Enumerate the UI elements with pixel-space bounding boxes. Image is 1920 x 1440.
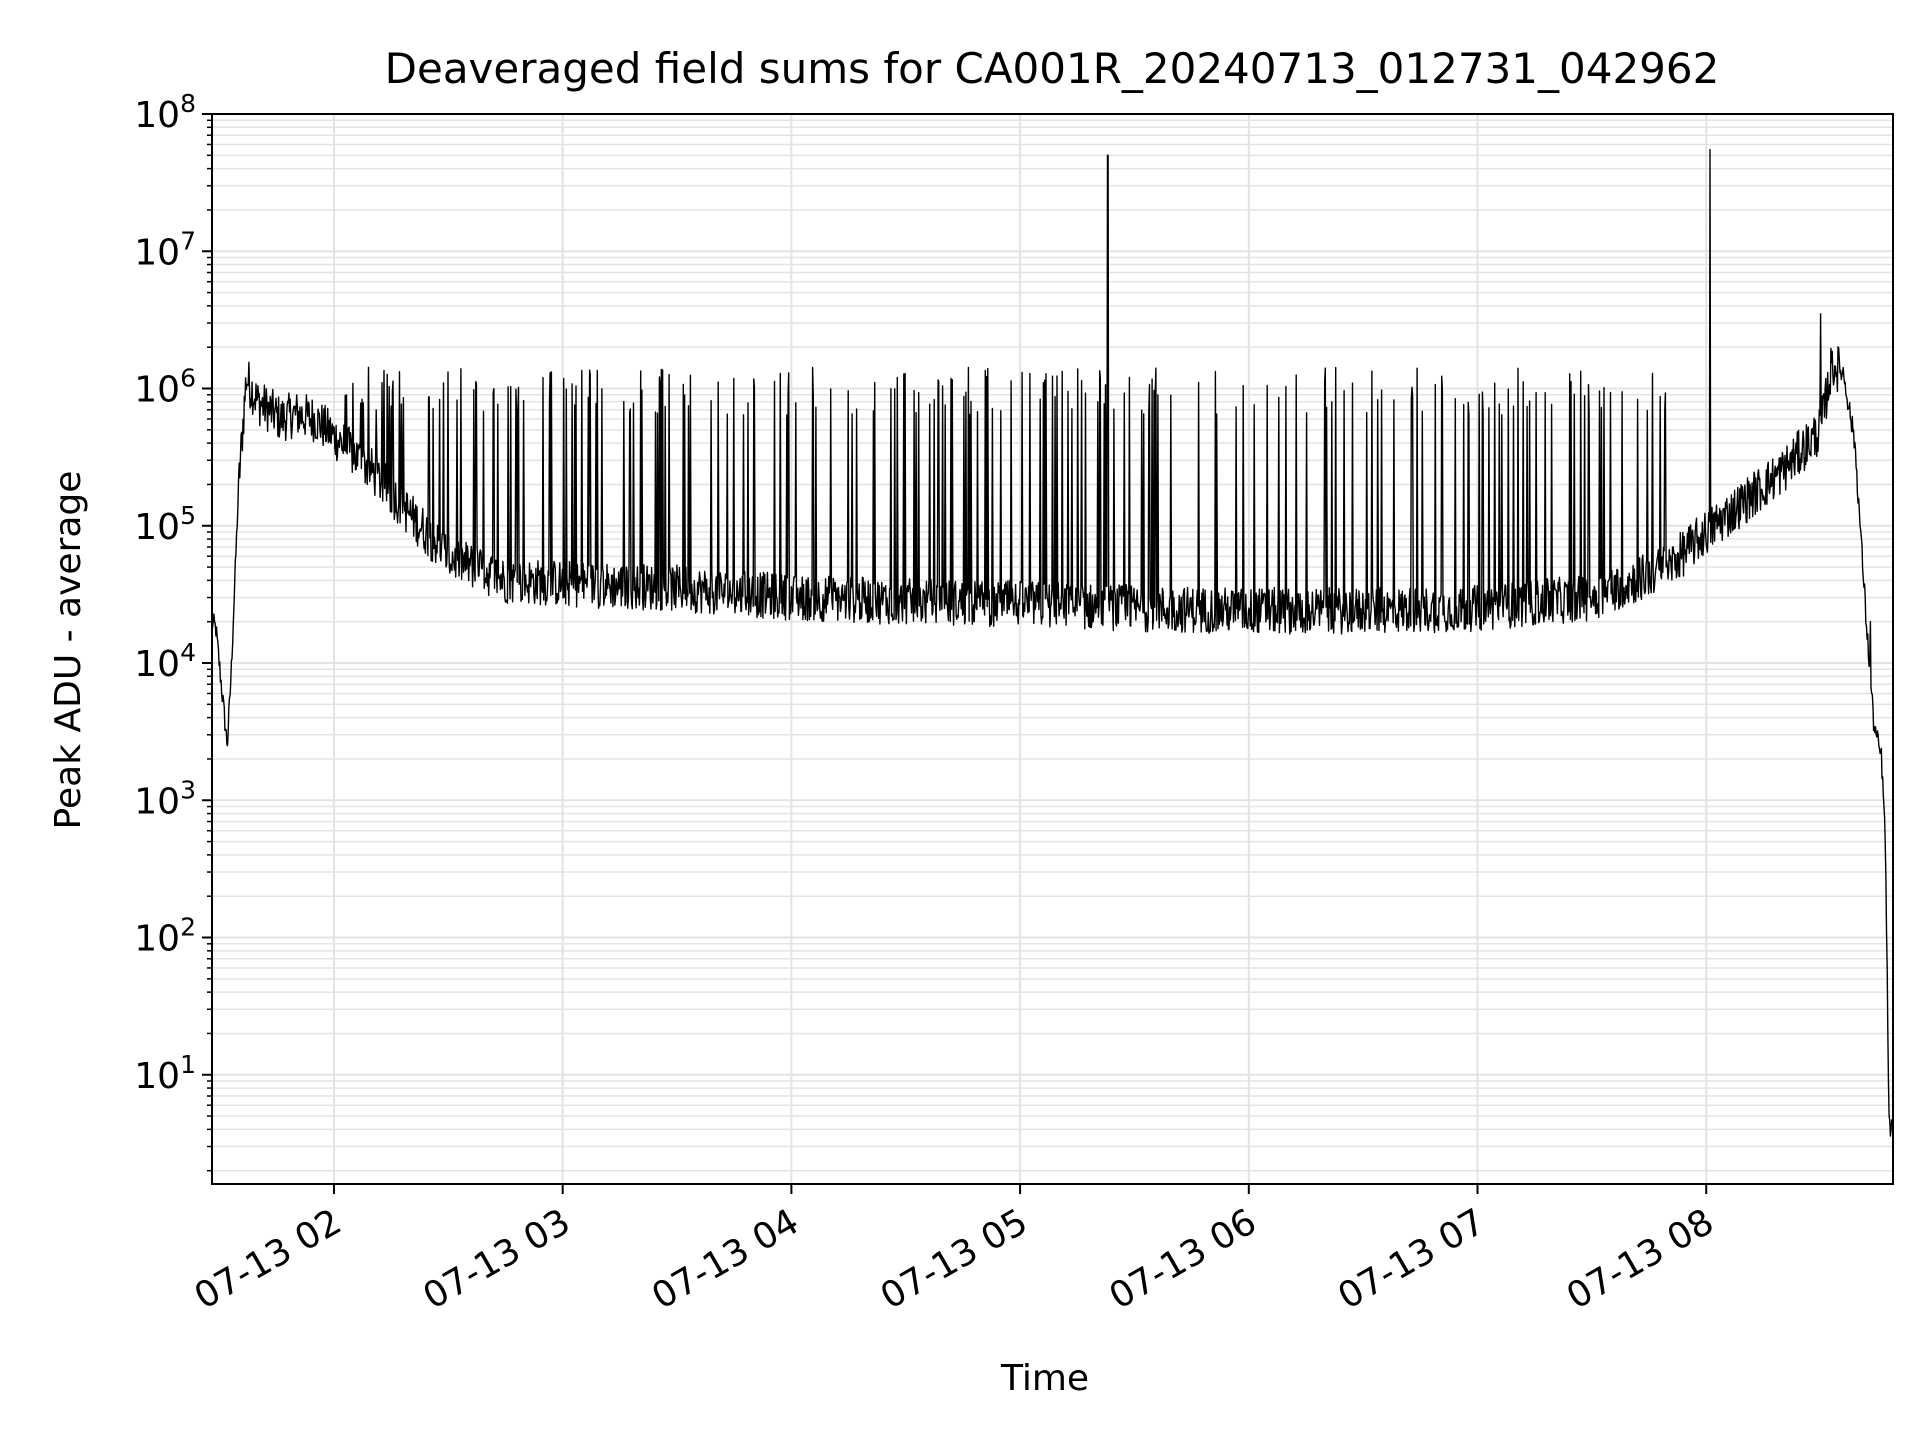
y-tick-label: 104 <box>134 638 196 685</box>
chart-title: Deaveraged field sums for CA001R_2024071… <box>385 44 1720 93</box>
axes-frame <box>211 113 1894 1185</box>
y-tick-label: 101 <box>134 1050 196 1097</box>
series-line <box>211 148 1894 1137</box>
y-tick-label: 105 <box>134 501 196 548</box>
y-tick-label: 107 <box>134 226 196 273</box>
y-axis-label: Peak ADU - average <box>48 471 89 830</box>
y-axis: 101 102 103 104 105 106 107 108 <box>134 89 212 1172</box>
y-tick-label: 108 <box>134 89 196 136</box>
x-axis-label: Time <box>1000 1358 1089 1399</box>
plot-area <box>211 148 1894 1137</box>
y-tick-label: 102 <box>134 913 196 960</box>
y-tick-label: 103 <box>134 775 196 822</box>
y-tick-label: 106 <box>134 364 196 411</box>
